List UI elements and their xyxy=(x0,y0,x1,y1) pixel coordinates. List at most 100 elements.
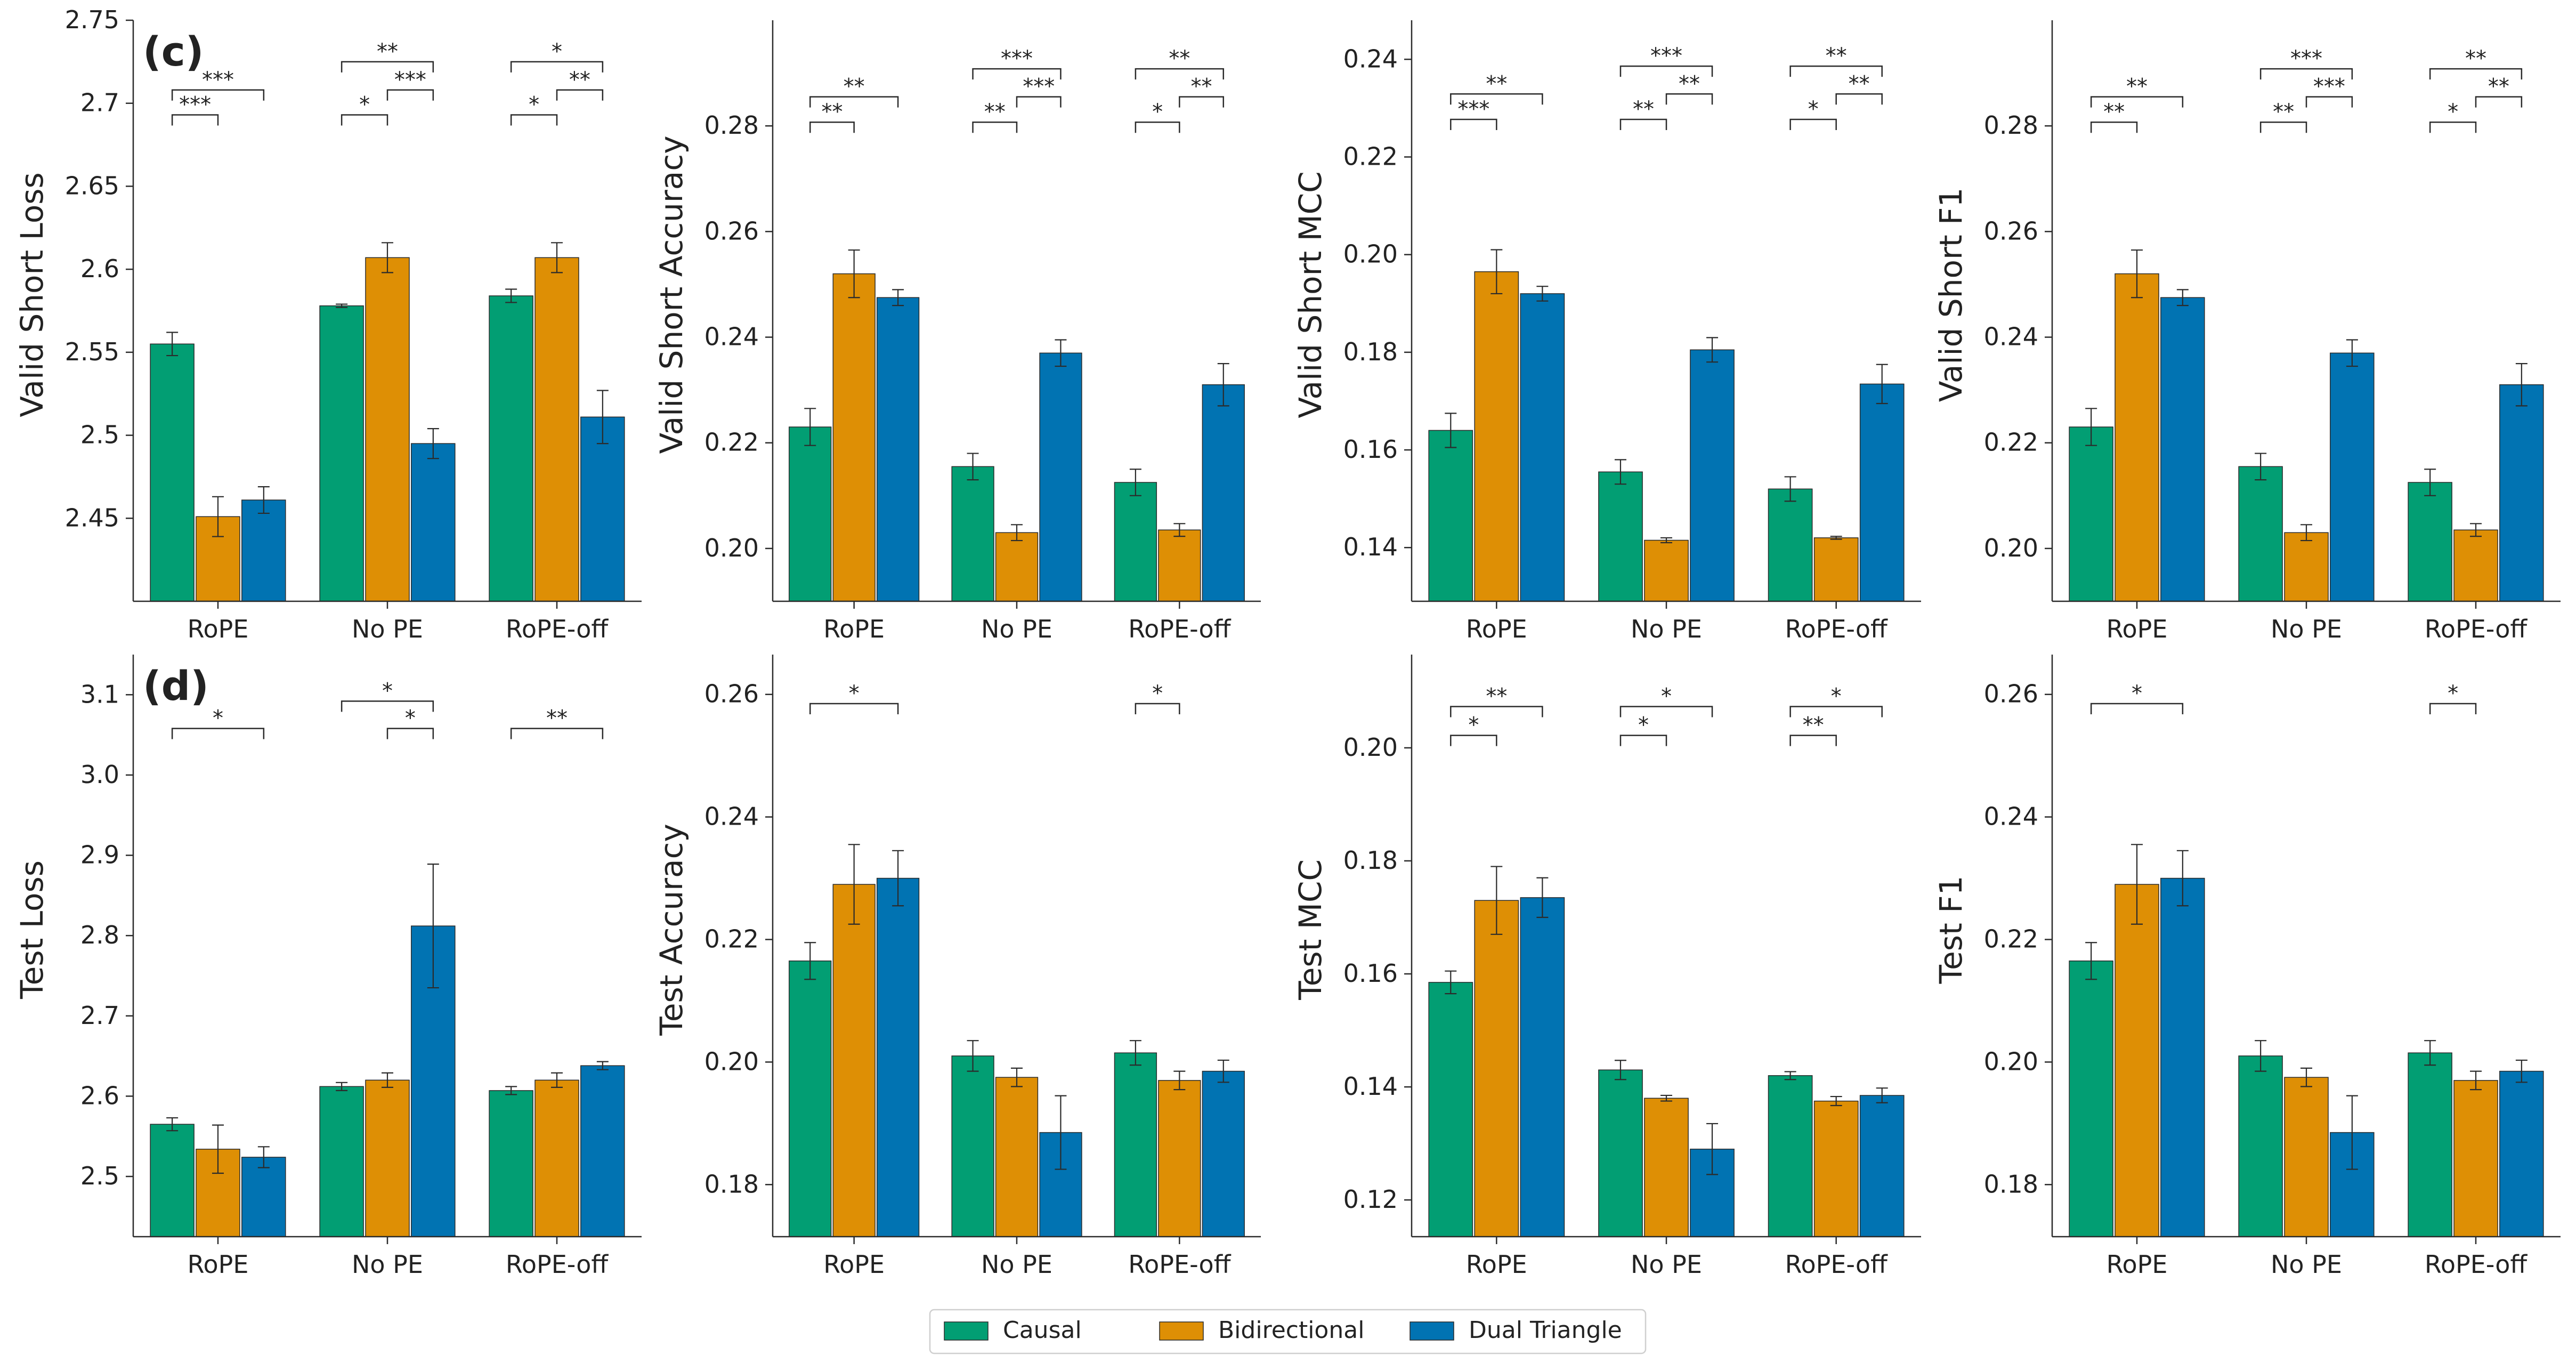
x-tick-label: RoPE xyxy=(188,615,249,643)
significance-bracket xyxy=(556,89,604,101)
significance-label: ** xyxy=(821,100,843,124)
x-tick-label: No PE xyxy=(981,1250,1052,1279)
y-axis-label: Test F1 xyxy=(1933,876,1969,985)
x-tick-label: RoPE xyxy=(1466,615,1527,643)
x-tick-label: No PE xyxy=(352,615,423,643)
legend-swatch-causal xyxy=(944,1321,989,1341)
bar-no-pe-bidirectional xyxy=(365,257,410,602)
y-tick-label: 0.22 xyxy=(1343,142,1398,171)
bar-rope-causal xyxy=(789,426,832,602)
significance-label: ** xyxy=(2488,75,2509,99)
y-tick-label: 0.18 xyxy=(1343,846,1398,875)
significance-bracket xyxy=(1789,65,1883,77)
significance-bracket xyxy=(386,728,434,739)
significance-bracket xyxy=(1135,703,1180,714)
significance-bracket xyxy=(1450,93,1543,105)
significance-label: ** xyxy=(1486,71,1507,96)
bar-no-pe-bidirectional xyxy=(2284,532,2329,602)
x-tick-label: RoPE xyxy=(188,1250,249,1279)
significance-label: ** xyxy=(1486,684,1507,709)
bar-rope-bidirectional xyxy=(2115,884,2159,1237)
significance-bracket xyxy=(972,68,1062,80)
y-tick-label: 0.22 xyxy=(1984,925,2038,954)
y-axis-label: Valid Short Accuracy xyxy=(653,135,690,454)
significance-label: *** xyxy=(394,68,426,92)
y-tick-label: 0.14 xyxy=(1343,533,1398,561)
significance-label: ** xyxy=(844,75,865,99)
y-tick-label: 0.20 xyxy=(704,534,759,562)
y-tick-label: 0.22 xyxy=(704,925,759,954)
y-tick-label: 0.20 xyxy=(704,1047,759,1076)
significance-label: ** xyxy=(1169,46,1190,71)
bar-rope-off-causal xyxy=(1768,488,1813,602)
significance-label: * xyxy=(1638,713,1649,738)
significance-bracket xyxy=(1450,735,1497,746)
legend: Causal Bidirectional Dual Triangle xyxy=(929,1309,1647,1354)
significance-label: *** xyxy=(2313,75,2345,99)
significance-bracket xyxy=(2429,703,2477,714)
legend-frame xyxy=(929,1309,1647,1354)
y-tick-label: 0.20 xyxy=(1343,240,1398,269)
y-tick-label: 0.26 xyxy=(1984,216,2038,245)
bar-no-pe-causal xyxy=(319,1086,364,1237)
significance-bracket xyxy=(1135,68,1225,80)
y-tick-label: 2.7 xyxy=(80,1001,119,1030)
significance-bracket xyxy=(386,89,434,101)
significance-bracket xyxy=(510,61,604,72)
significance-bracket xyxy=(2090,96,2184,108)
significance-label: ** xyxy=(569,68,590,92)
significance-bracket xyxy=(1835,93,1883,105)
y-tick-label: 0.22 xyxy=(1984,428,2038,457)
y-tick-label: 3.0 xyxy=(80,760,119,789)
significance-label: *** xyxy=(179,93,211,117)
significance-bracket xyxy=(510,728,604,739)
significance-label: * xyxy=(405,706,416,731)
x-tick-label: RoPE xyxy=(1466,1250,1527,1279)
x-tick-label: RoPE-off xyxy=(2425,1250,2528,1279)
bar-no-pe-causal xyxy=(2238,466,2283,602)
x-tick-label: No PE xyxy=(981,615,1052,643)
significance-label: *** xyxy=(1650,44,1682,68)
bar-rope-off-bidirectional xyxy=(1813,1100,1859,1237)
bar-rope-off-causal xyxy=(2408,482,2452,602)
bar-rope-off-causal xyxy=(489,1090,533,1237)
x-tick-label: RoPE-off xyxy=(506,1250,609,1279)
y-tick-label: 3.1 xyxy=(80,680,119,708)
y-tick-label: 2.9 xyxy=(80,841,119,869)
legend-label-bidirectional: Bidirectional xyxy=(1218,1317,1364,1344)
bar-rope-off-bidirectional xyxy=(534,1079,579,1237)
bar-rope-dual-triangle xyxy=(1520,293,1565,602)
x-tick-label: RoPE-off xyxy=(1785,615,1888,643)
y-tick-label: 0.18 xyxy=(1984,1170,2038,1198)
bar-rope-bidirectional xyxy=(1474,271,1519,602)
significance-bracket xyxy=(1135,121,1180,133)
bar-rope-causal xyxy=(1428,430,1473,602)
significance-bracket xyxy=(1450,706,1543,717)
bar-rope-causal xyxy=(150,1124,195,1237)
bar-rope-causal xyxy=(789,960,832,1237)
y-tick-label: 0.28 xyxy=(1984,111,2038,140)
significance-label: * xyxy=(2448,100,2458,124)
significance-label: * xyxy=(1152,100,1163,124)
y-tick-label: 2.5 xyxy=(80,1162,119,1190)
y-tick-label: 0.22 xyxy=(704,428,759,457)
significance-bracket xyxy=(809,121,855,133)
chart-panel-8: * * 0.18 0.20 0.22 0.24 0.26 RoPE No PE RoPE-off T… xyxy=(1933,655,2561,1279)
bar-no-pe-causal xyxy=(319,305,364,602)
bar-rope-dual-triangle xyxy=(2160,297,2205,602)
legend-swatch-dual-triangle xyxy=(1409,1321,1454,1341)
bar-rope-causal xyxy=(2069,960,2113,1237)
bar-rope-off-bidirectional xyxy=(534,257,579,602)
significance-bracket xyxy=(510,114,558,126)
bar-no-pe-causal xyxy=(1598,471,1643,602)
bar-rope-off-dual-triangle xyxy=(1202,384,1245,602)
bar-no-pe-dual-triangle xyxy=(1039,352,1082,602)
significance-label: *** xyxy=(1457,97,1489,122)
significance-bracket xyxy=(2259,121,2307,133)
bar-no-pe-bidirectional xyxy=(995,532,1039,602)
significance-label: ** xyxy=(984,100,1006,124)
bar-rope-causal xyxy=(2069,426,2113,602)
bar-rope-off-causal xyxy=(1114,482,1157,602)
